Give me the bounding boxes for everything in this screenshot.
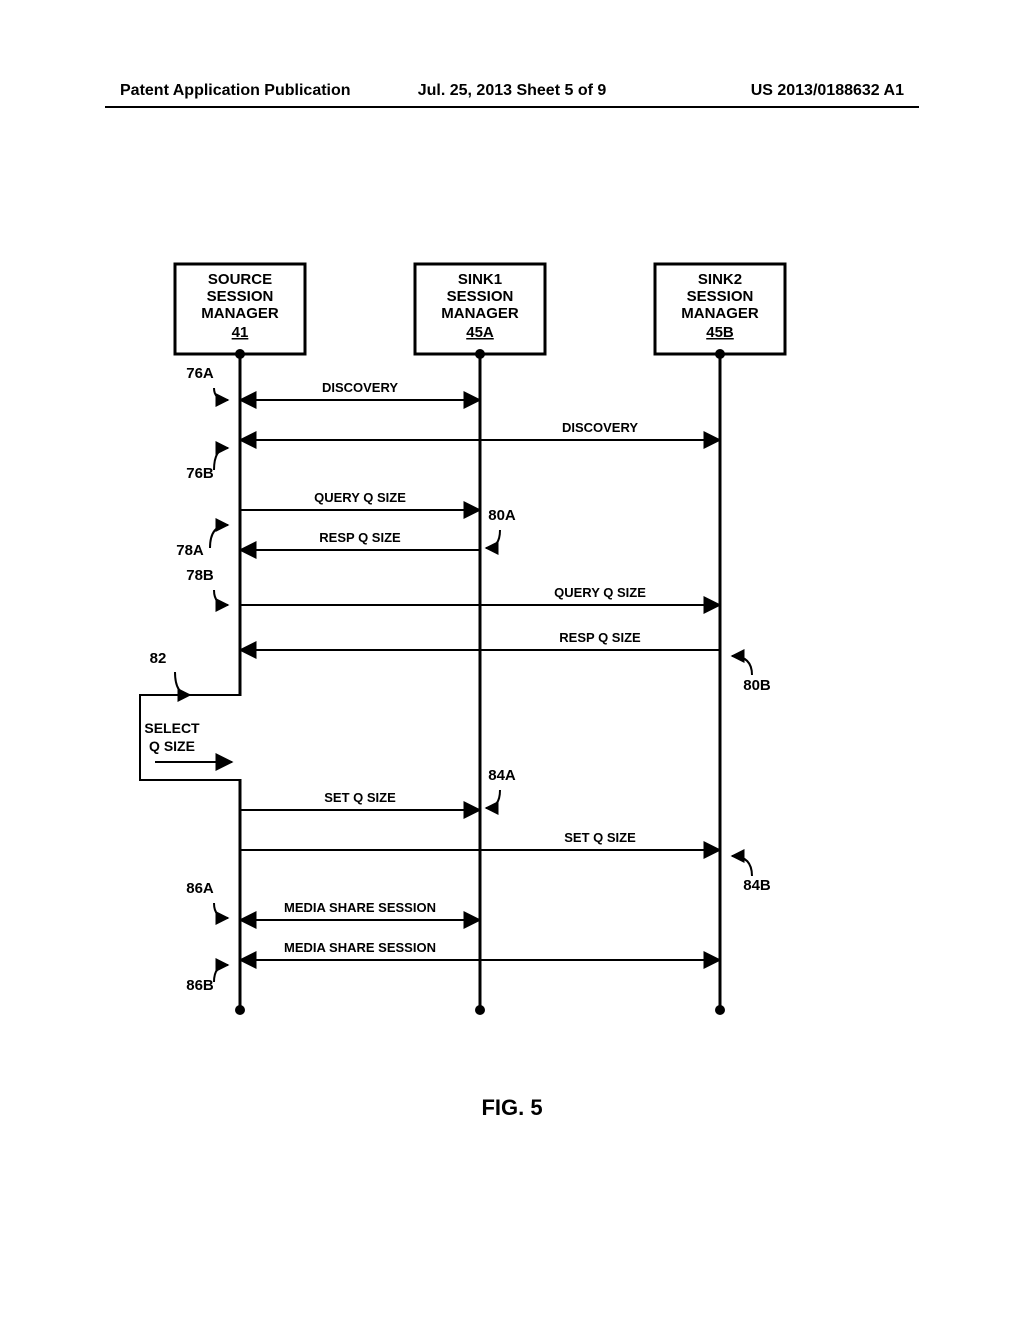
- lifeline-bottom-dot: [715, 1005, 725, 1015]
- select-box-label: SELECT: [144, 720, 200, 736]
- lifeline-title: SESSION: [687, 288, 754, 305]
- lifeline-title: SINK2: [698, 271, 742, 288]
- figure-label: FIG. 5: [481, 1095, 542, 1121]
- ref-label: 80B: [743, 677, 771, 694]
- ref-hook: [486, 790, 500, 808]
- ref-hook: [732, 656, 752, 675]
- lifeline-gap: [236, 696, 244, 779]
- message-label: MEDIA SHARE SESSION: [284, 900, 436, 915]
- message-label: QUERY Q SIZE: [314, 490, 406, 505]
- ref-hook: [175, 672, 190, 695]
- ref-label: 86B: [186, 977, 214, 994]
- message-label: RESP Q SIZE: [319, 530, 401, 545]
- ref-label: 76A: [186, 365, 214, 382]
- sequence-diagram: SOURCESESSIONMANAGER41SINK1SESSIONMANAGE…: [0, 0, 1024, 1320]
- lifeline-title: SESSION: [207, 288, 274, 305]
- ref-hook: [214, 448, 228, 470]
- ref-label: 80A: [488, 507, 516, 524]
- lifeline-title: MANAGER: [441, 305, 519, 322]
- message-label: QUERY Q SIZE: [554, 585, 646, 600]
- ref-hook: [732, 856, 752, 876]
- lifeline-title: SINK1: [458, 271, 502, 288]
- ref-hook: [214, 965, 228, 982]
- lifeline-title: MANAGER: [201, 305, 279, 322]
- ref-label: 78A: [176, 542, 204, 559]
- message-label: DISCOVERY: [562, 420, 638, 435]
- lifeline-title: SOURCE: [208, 271, 272, 288]
- lifeline-bottom-dot: [235, 1005, 245, 1015]
- ref-label: 76B: [186, 465, 214, 482]
- lifeline-top-dot: [475, 349, 485, 359]
- lifeline-title: MANAGER: [681, 305, 759, 322]
- ref-label: 84A: [488, 767, 516, 784]
- ref-label: 82: [150, 650, 167, 667]
- message-label: RESP Q SIZE: [559, 630, 641, 645]
- ref-label: 86A: [186, 880, 214, 897]
- lifeline-id: 45A: [466, 324, 494, 341]
- lifeline-id: 41: [232, 324, 249, 341]
- ref-label: 78B: [186, 567, 214, 584]
- ref-hook: [210, 525, 228, 548]
- ref-hook: [214, 903, 228, 918]
- message-label: SET Q SIZE: [324, 790, 396, 805]
- message-label: MEDIA SHARE SESSION: [284, 940, 436, 955]
- lifeline-title: SESSION: [447, 288, 514, 305]
- ref-hook: [486, 530, 500, 548]
- page: Patent Application Publication Jul. 25, …: [0, 0, 1024, 1320]
- ref-label: 84B: [743, 877, 771, 894]
- message-label: DISCOVERY: [322, 380, 398, 395]
- lifeline-top-dot: [715, 349, 725, 359]
- message-label: SET Q SIZE: [564, 830, 636, 845]
- lifeline-id: 45B: [706, 324, 734, 341]
- select-box-label: Q SIZE: [149, 738, 195, 754]
- lifeline-bottom-dot: [475, 1005, 485, 1015]
- lifeline-top-dot: [235, 349, 245, 359]
- ref-hook: [214, 590, 228, 605]
- ref-hook: [214, 388, 228, 400]
